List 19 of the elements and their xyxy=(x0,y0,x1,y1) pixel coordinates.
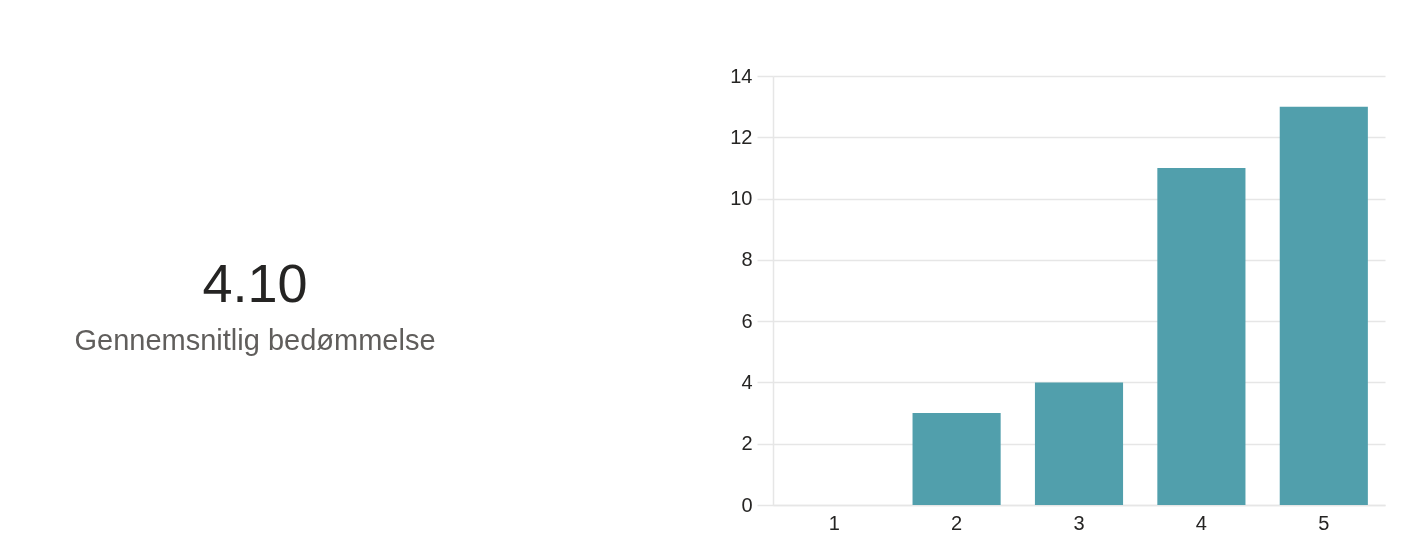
text: Gennemsnitlig bedømmelse xyxy=(73,323,437,357)
x-tick-label: 3 xyxy=(1073,511,1085,534)
x-tick-label: 5 xyxy=(1318,511,1330,534)
y-tick-label: 2 xyxy=(741,432,753,455)
x-tick-label: 1 xyxy=(828,511,840,534)
y-tick-label: 4 xyxy=(741,370,753,393)
bar xyxy=(1279,106,1368,505)
y-tick-label: 14 xyxy=(730,64,753,87)
bar xyxy=(1034,382,1124,505)
y-tick-label: 10 xyxy=(730,187,753,210)
y-tick-label: 6 xyxy=(741,309,753,332)
y-tick-label: 0 xyxy=(741,493,753,516)
bar xyxy=(912,413,1001,505)
text: 4.10 xyxy=(201,252,309,314)
y-tick-label: 8 xyxy=(741,248,753,271)
bar xyxy=(1157,167,1246,505)
x-tick-label: 2 xyxy=(951,511,963,534)
x-tick-label: 4 xyxy=(1195,511,1207,534)
y-tick-label: 12 xyxy=(730,125,753,148)
